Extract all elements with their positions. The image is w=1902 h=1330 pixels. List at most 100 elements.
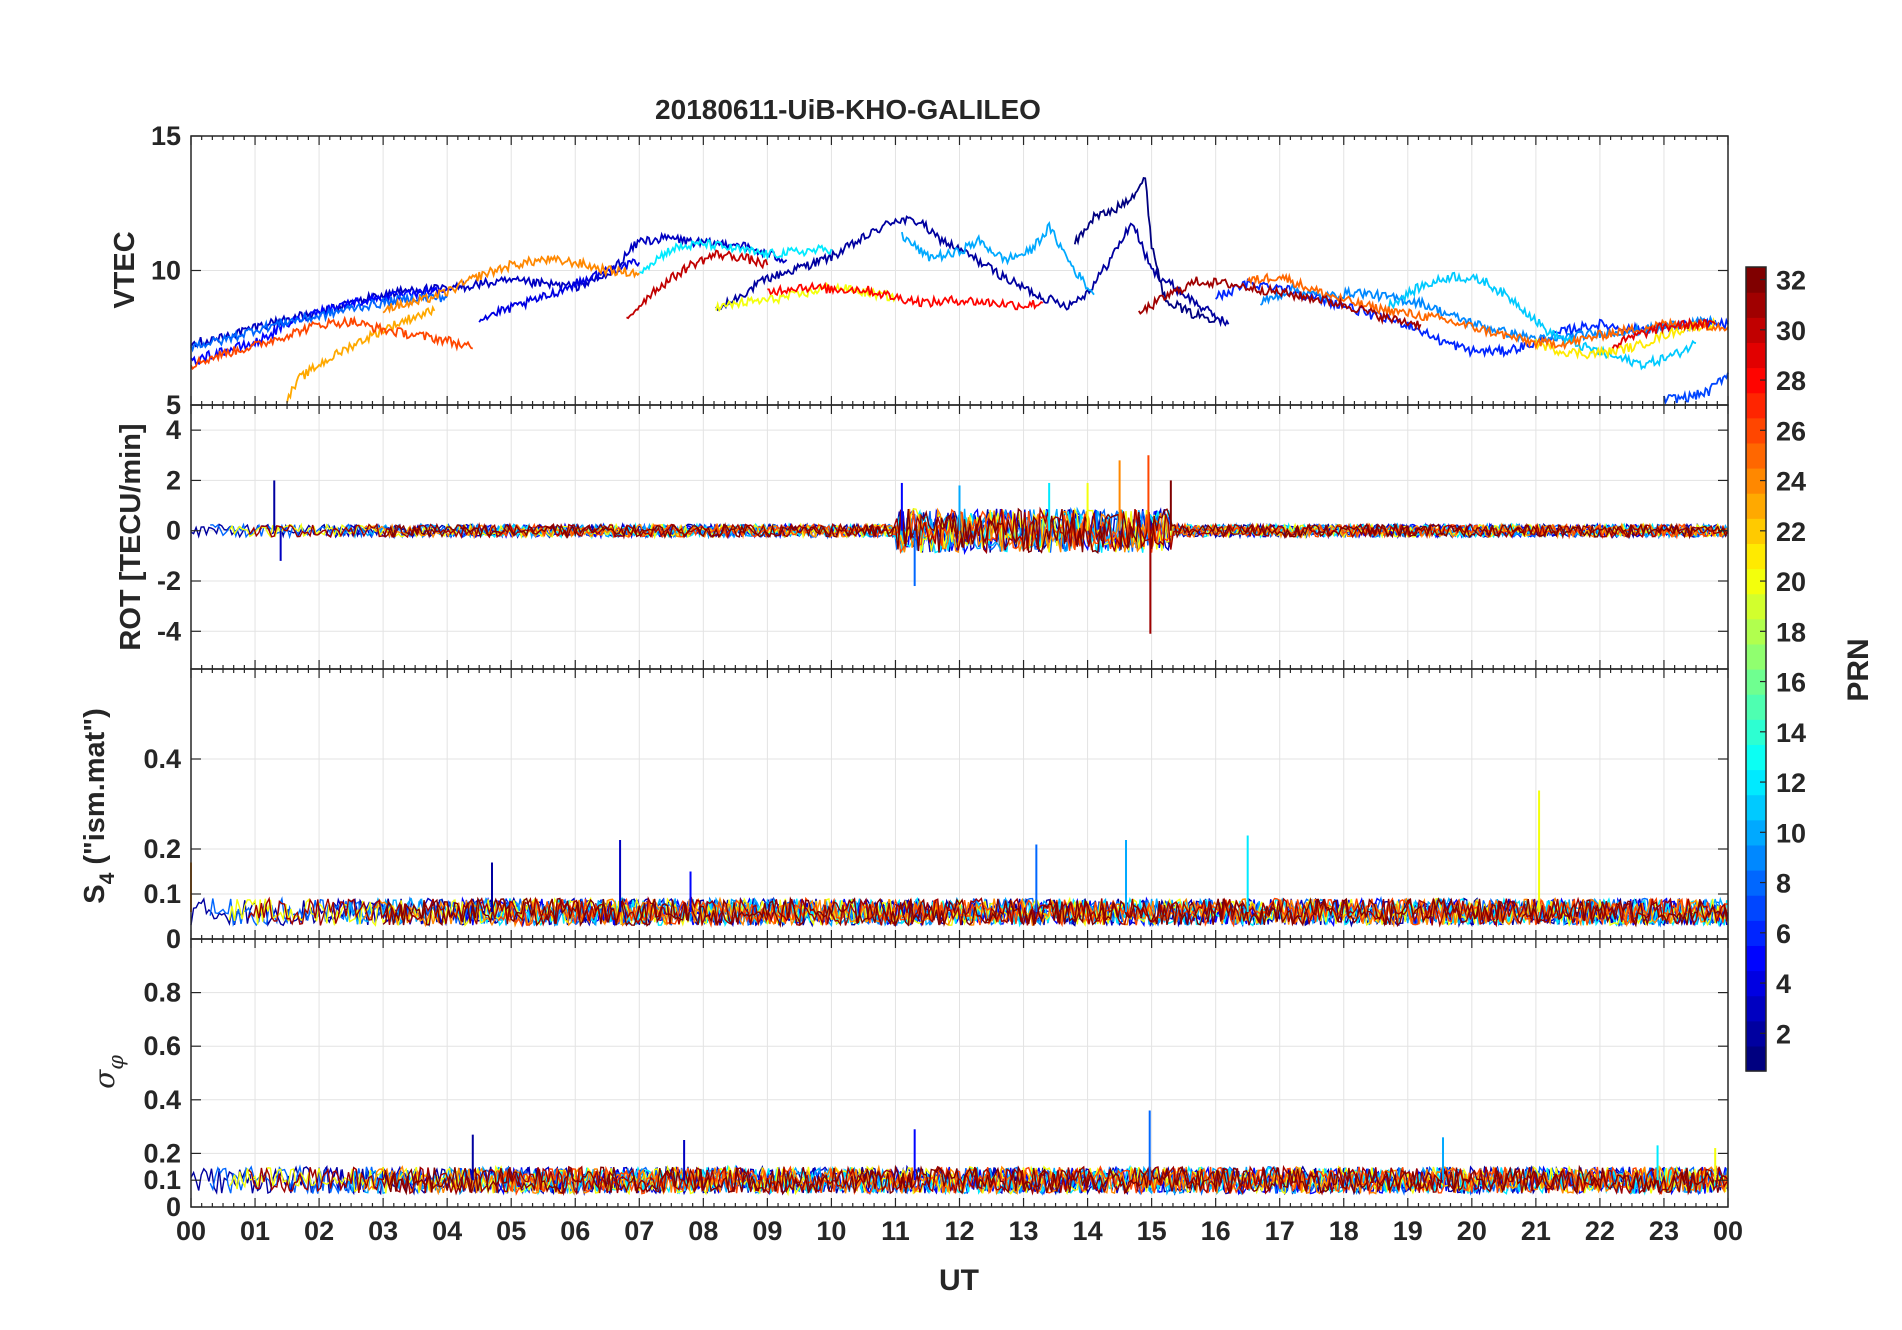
colorbar-tick-label: 4 <box>1776 969 1791 999</box>
colorbar-cell <box>1746 493 1766 519</box>
s4-series-prn-32 <box>382 896 1729 928</box>
colorbar-label: PRN <box>1842 638 1875 701</box>
vtec-series-prn-20 <box>715 282 897 313</box>
vtec-series-prn-24 <box>382 254 640 314</box>
vtec-series-prn-23 <box>286 304 436 403</box>
sigma-ylabel: σφ <box>88 1055 128 1089</box>
rot-panel: -4 -2 0 2 4 ROT [TECU/min] <box>115 404 1729 670</box>
x-tick-label: 21 <box>1521 1216 1551 1246</box>
vtec-series-prn-26 <box>190 315 474 371</box>
rot-ytick-label: 0 <box>166 516 181 546</box>
rot-ytick-label: -4 <box>157 616 181 646</box>
colorbar-cell <box>1746 267 1766 293</box>
chart-title: 20180611-UiB-KHO-GALILEO <box>655 94 1041 125</box>
vtec-series-prn-8 <box>190 290 448 353</box>
rot-ytick-label: -2 <box>157 566 181 596</box>
colorbar-tick-label: 24 <box>1776 467 1806 497</box>
colorbar-tick-label: 6 <box>1776 919 1791 949</box>
x-tick-label: 20 <box>1457 1216 1487 1246</box>
colorbar-cell <box>1746 317 1766 343</box>
rot-ytick-label: 2 <box>166 465 181 495</box>
colorbar-cell <box>1746 442 1766 469</box>
x-tick-label: 08 <box>688 1216 718 1246</box>
colorbar-tick-label: 28 <box>1776 366 1806 396</box>
colorbar-cell <box>1746 744 1766 771</box>
sigma-ytick-label: 0.2 <box>143 1138 181 1168</box>
x-tick-label: 04 <box>432 1216 462 1246</box>
x-tick-label: 17 <box>1265 1216 1295 1246</box>
x-tick-label: 03 <box>368 1216 398 1246</box>
vtec-ytick-label: 10 <box>151 256 181 286</box>
rot-ylabel: ROT [TECU/min] <box>115 423 147 650</box>
vtec-ytick-label: 15 <box>151 121 181 151</box>
vtec-series-prn-1 <box>1073 176 1217 323</box>
vtec-series-prn-2 <box>715 215 1230 328</box>
colorbar-cell <box>1746 292 1766 318</box>
x-tick-label: 12 <box>944 1216 974 1246</box>
colorbar-tick-label: 26 <box>1776 416 1806 446</box>
x-tick-label: 06 <box>560 1216 590 1246</box>
vtec-series-prn-7 <box>1663 372 1729 405</box>
colorbar-cell <box>1746 593 1766 620</box>
vtec-series-prn-31 <box>1138 276 1422 332</box>
colorbar-cell <box>1746 694 1766 720</box>
x-tick-label: 10 <box>816 1216 846 1246</box>
colorbar-cell <box>1746 769 1766 796</box>
colorbar-cell <box>1746 970 1766 997</box>
x-axis-label: UT <box>939 1264 979 1297</box>
colorbar-cell <box>1746 518 1766 544</box>
s4-series-prn-24 <box>363 896 1728 928</box>
colorbar-cell <box>1746 367 1766 394</box>
vtec-series-prn-4 <box>478 258 641 323</box>
colorbar-cell <box>1746 568 1766 595</box>
x-tick-label: 09 <box>752 1216 782 1246</box>
colorbar-cell <box>1746 945 1766 972</box>
x-tick-label: 16 <box>1201 1216 1231 1246</box>
vtec-panel: 5 10 15 VTEC <box>109 121 1729 420</box>
rot-series-prn-31 <box>248 506 1728 555</box>
x-tick-label: 00 <box>1713 1216 1743 1246</box>
vtec-series-prn-28 <box>767 281 1044 311</box>
x-tick-label: 01 <box>240 1216 270 1246</box>
sigma-series-prn-31 <box>248 1164 1728 1196</box>
vtec-series-prn-29 <box>1611 317 1716 349</box>
x-tick-label: 11 <box>881 1216 910 1246</box>
x-tick-label: 07 <box>624 1216 654 1246</box>
colorbar-tick-label: 18 <box>1776 617 1806 647</box>
colorbar-frame <box>1745 266 1767 1072</box>
sigma-ytick-label: 0.8 <box>143 978 181 1008</box>
s4-series-prn-31 <box>247 896 1728 928</box>
colorbar-cell <box>1746 392 1766 419</box>
vtec-series-prn-10 <box>901 221 1095 296</box>
s4-ytick-label: 0.1 <box>143 879 181 909</box>
sigma-ytick-label: 0 <box>166 1192 181 1222</box>
sigma-series-prn-32 <box>382 1164 1729 1196</box>
colorbar-tick-label: 10 <box>1776 818 1806 848</box>
rot-series-prn-32 <box>382 507 1729 555</box>
s4-panel: 0 0.1 0.2 0.4 S4 ("ism.mat") <box>79 668 1729 954</box>
colorbar-tick-label: 30 <box>1776 316 1806 346</box>
s4-ylabel: S4 ("ism.mat") <box>79 708 119 904</box>
colorbar-cell <box>1746 719 1766 745</box>
x-tick-label: 18 <box>1329 1216 1359 1246</box>
x-tick-label: 02 <box>304 1216 334 1246</box>
x-tick-label: 23 <box>1649 1216 1679 1246</box>
colorbar-tick-label: 8 <box>1776 869 1791 899</box>
rot-ytick-label: 4 <box>166 415 181 445</box>
x-tick-label: 13 <box>1009 1216 1039 1246</box>
x-tick-label: 05 <box>496 1216 526 1246</box>
vtec-ytick-label: 5 <box>166 390 181 420</box>
colorbar-tick-label: 14 <box>1776 718 1806 748</box>
sigma-ytick-label: 0.6 <box>143 1031 181 1061</box>
vtec-series-prn-25 <box>1246 272 1729 351</box>
x-tick-label: 22 <box>1585 1216 1615 1246</box>
x-tick-labels: 00 01 02 03 04 05 06 07 08 09 10 11 12 13 14 15 16 17 18 19… <box>176 1216 1743 1246</box>
sigma-ytick-label: 0.1 <box>143 1165 181 1195</box>
colorbar-tick-label: 32 <box>1776 266 1806 296</box>
colorbar-cell <box>1746 995 1766 1022</box>
s4-ytick-label: 0.4 <box>143 744 181 774</box>
colorbar-cell <box>1746 895 1766 921</box>
colorbar-cell <box>1746 342 1766 369</box>
s4-ytick-label: 0.2 <box>143 834 181 864</box>
